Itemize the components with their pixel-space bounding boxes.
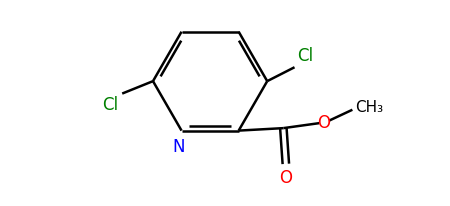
Text: O: O xyxy=(318,114,331,132)
Text: N: N xyxy=(173,138,185,156)
Text: Cl: Cl xyxy=(297,47,313,65)
Text: Cl: Cl xyxy=(102,96,118,114)
Text: CH₃: CH₃ xyxy=(355,100,383,115)
Text: O: O xyxy=(279,169,292,187)
